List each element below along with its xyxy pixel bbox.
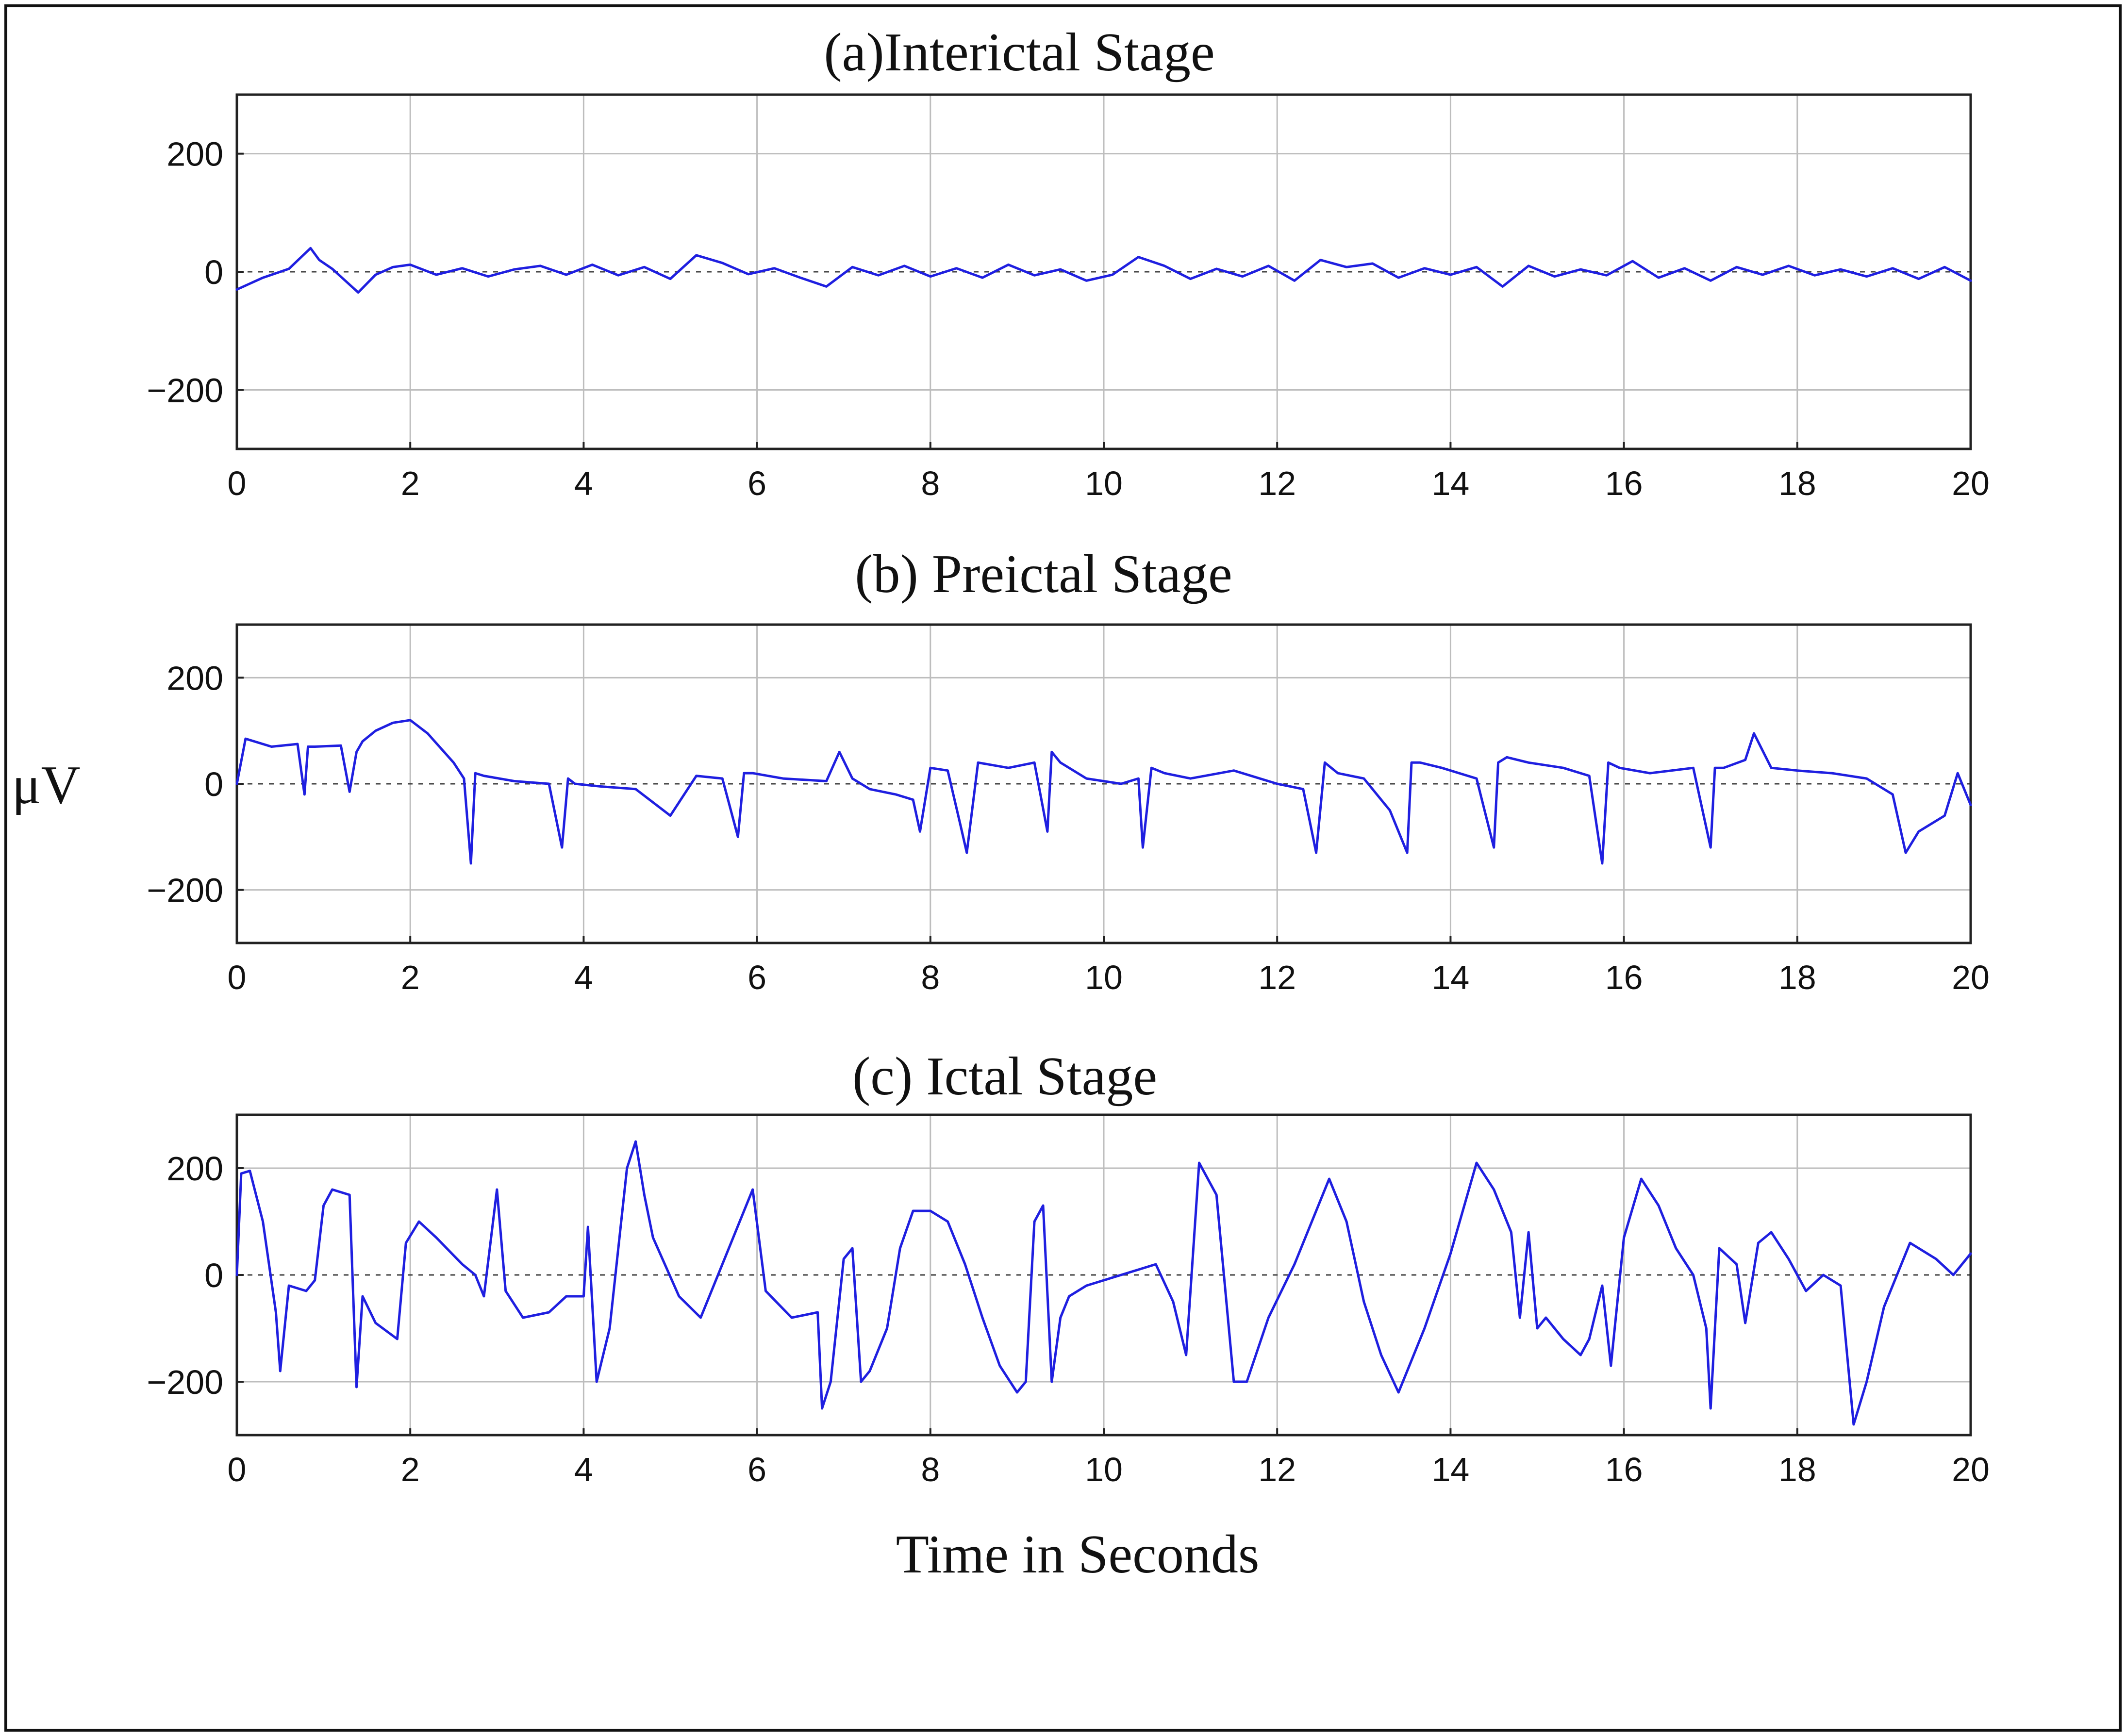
x-tick-label: 16 (1605, 1451, 1643, 1488)
x-tick-label: 8 (921, 464, 940, 502)
y-tick-label: −200 (147, 1363, 223, 1401)
x-tick-label: 12 (1258, 959, 1296, 996)
series-line (235, 247, 1972, 294)
x-tick-label: 6 (747, 464, 766, 502)
x-tick-label: 0 (228, 1451, 247, 1488)
y-tick-label: −200 (147, 872, 223, 909)
x-tick-label: 12 (1258, 464, 1296, 502)
series-line (235, 719, 1972, 865)
y-tick-label: 200 (166, 135, 223, 173)
y-tick-label: 0 (204, 1257, 223, 1294)
panel-title: (c) Ictal Stage (852, 1046, 1157, 1107)
x-tick-label: 6 (747, 1451, 766, 1488)
x-tick-label: 12 (1258, 1451, 1296, 1488)
x-tick-label: 20 (1952, 959, 1990, 996)
y-tick-label: 200 (166, 1150, 223, 1188)
y-tick-label: −200 (147, 371, 223, 409)
x-tick-label: 20 (1952, 464, 1990, 502)
y-tick-label: 0 (204, 253, 223, 291)
x-tick-label: 18 (1778, 959, 1816, 996)
x-tick-label: 4 (574, 959, 593, 996)
y-axis-label: μV (12, 755, 81, 815)
x-tick-label: 4 (574, 1451, 593, 1488)
panel-title: (b) Preictal Stage (855, 544, 1232, 604)
x-tick-label: 0 (228, 464, 247, 502)
y-tick-label: 200 (166, 659, 223, 697)
x-tick-label: 10 (1085, 464, 1123, 502)
x-tick-label: 16 (1605, 959, 1643, 996)
x-tick-label: 2 (401, 959, 420, 996)
x-tick-label: 10 (1085, 959, 1123, 996)
x-tick-label: 8 (921, 959, 940, 996)
x-tick-label: 18 (1778, 1451, 1816, 1488)
series-line (235, 1140, 1972, 1426)
x-tick-label: 14 (1431, 959, 1469, 996)
y-tick-label: 0 (204, 765, 223, 803)
panel-title: (a)Interictal Stage (824, 22, 1214, 83)
x-axis-label: Time in Seconds (896, 1524, 1260, 1585)
x-tick-label: 14 (1431, 464, 1469, 502)
panel-preictal: (b) Preictal Stage μV 0 2 4 6 8 10 12 14 16 18 20 2… (12, 544, 1990, 996)
x-tick-label: 2 (401, 1451, 420, 1488)
x-tick-label: 4 (574, 464, 593, 502)
x-tick-label: 8 (921, 1451, 940, 1488)
x-tick-label: 16 (1605, 464, 1643, 502)
panel-ictal: (c) Ictal Stage Time in Seconds 0 2 4 6 8 10 1… (147, 1046, 1990, 1585)
x-tick-label: 10 (1085, 1451, 1123, 1488)
x-tick-label: 14 (1431, 1451, 1469, 1488)
x-tick-label: 2 (401, 464, 420, 502)
x-tick-label: 18 (1778, 464, 1816, 502)
x-tick-label: 0 (228, 959, 247, 996)
x-tick-label: 20 (1952, 1451, 1990, 1488)
panel-interictal: (a)Interictal Stage 0 2 4 6 8 10 12 14 16 18 20 200… (147, 22, 1990, 502)
x-tick-label: 6 (747, 959, 766, 996)
